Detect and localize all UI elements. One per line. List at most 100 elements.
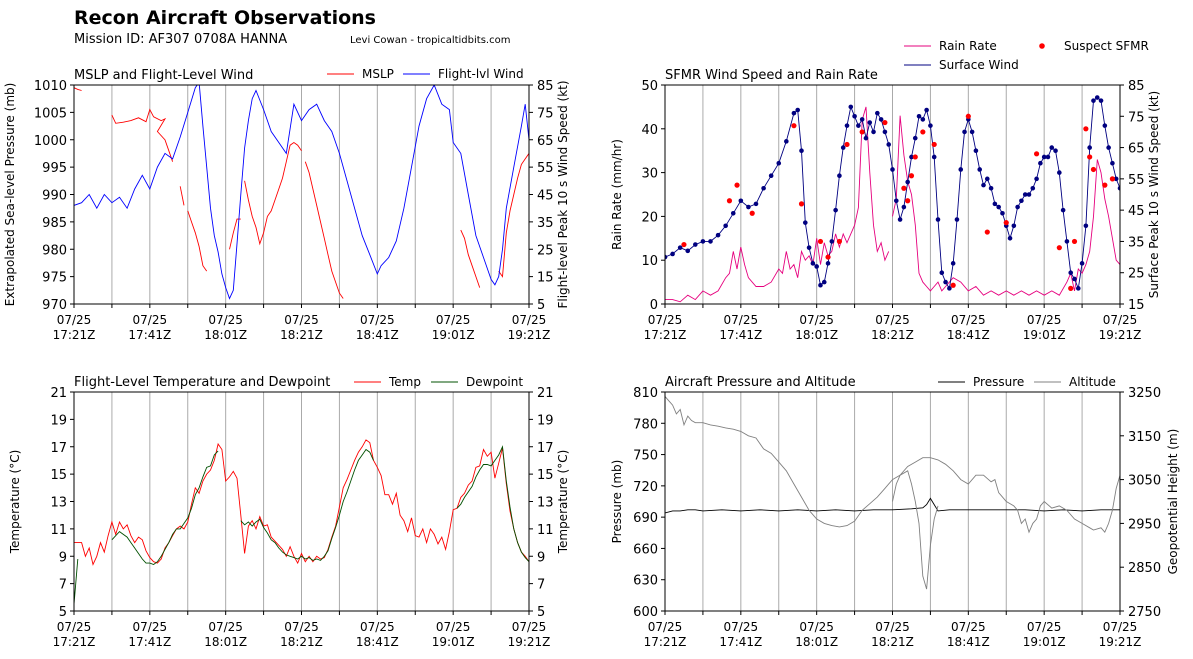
y2-axis-label: Surface Peak 10 s Wind Speed (kt) <box>1147 91 1161 298</box>
y2-tick-label: 15 <box>537 271 554 286</box>
y2-tick-label: 2750 <box>1128 605 1161 620</box>
x-tick-label-time: 19:21Z <box>508 328 551 342</box>
x-tick-label-time: 18:21Z <box>871 635 914 649</box>
y2-tick-label: 45 <box>1128 204 1145 219</box>
sfmr-point <box>840 145 846 150</box>
sfmr-point <box>992 201 998 207</box>
suspect-sfmr-point <box>836 238 843 245</box>
y-tick-label: 5 <box>59 605 67 620</box>
x-tick-label-date: 07/25 <box>875 620 910 634</box>
x-tick-label-date: 07/25 <box>951 313 986 327</box>
suspect-sfmr-point <box>1056 245 1062 251</box>
y2-tick-label: 13 <box>537 496 554 511</box>
suspect-sfmr-point <box>1003 220 1009 226</box>
sfmr-point <box>950 261 956 266</box>
y-tick-label: 13 <box>50 496 67 511</box>
sfmr-point <box>1106 145 1111 150</box>
sfmr-point <box>1113 176 1119 182</box>
x-tick-label-time: 19:21Z <box>1099 328 1142 342</box>
x-tick-label-time: 19:21Z <box>1099 635 1142 649</box>
x-tick-label-time: 17:21Z <box>644 328 687 342</box>
y2-tick-label: 5 <box>537 298 545 313</box>
y2-tick-label: 45 <box>537 189 554 204</box>
x-tick-label-date: 07/25 <box>648 620 683 634</box>
legend-pressure-label: Pressure <box>973 375 1024 389</box>
x-tick-label-time: 18:01Z <box>795 635 838 649</box>
sfmr-point <box>912 135 918 141</box>
suspect-sfmr-point <box>844 141 850 148</box>
y-tick-label: 985 <box>42 216 67 231</box>
sfmr-point <box>825 261 831 266</box>
suspect-sfmr-point <box>882 119 888 126</box>
sfmr-point <box>746 204 751 210</box>
mission-id: Mission ID: AF307 0708A HANNA <box>74 32 288 47</box>
sfmr-point <box>685 248 691 254</box>
sfmr-point <box>988 185 994 191</box>
x-tick-label-time: 19:01Z <box>432 635 475 649</box>
sfmr-point <box>761 185 766 191</box>
fl_wind-line <box>74 85 529 300</box>
y2-tick-label: 3050 <box>1128 474 1161 489</box>
suspect-sfmr-point <box>931 141 937 148</box>
sfmr-point <box>715 232 721 238</box>
x-tick-label-date: 07/25 <box>360 313 395 327</box>
y2-tick-label: 25 <box>537 243 554 258</box>
x-tick-label-date: 07/25 <box>1027 620 1062 634</box>
y-tick-label: 19 <box>50 413 67 428</box>
sfmr-point <box>886 142 892 147</box>
sfmr-point <box>1072 276 1077 282</box>
sfmr-point <box>723 223 728 229</box>
x-tick-label-time: 18:21Z <box>280 328 323 342</box>
x-tick-label-date: 07/25 <box>648 313 683 327</box>
sfmr-point <box>784 139 789 144</box>
x-tick-label-date: 07/25 <box>208 620 243 634</box>
altitude-line <box>665 396 1120 534</box>
suspect-sfmr-point <box>1068 285 1074 291</box>
sfmr-point <box>1064 239 1070 244</box>
x-tick-label-time: 18:01Z <box>204 635 247 649</box>
sfmr-point <box>837 173 842 179</box>
y2-tick-label: 35 <box>1128 235 1145 250</box>
sfmr-point <box>844 123 850 128</box>
x-tick-label-date: 07/25 <box>724 313 759 327</box>
y-tick-label: 1010 <box>34 79 67 94</box>
sfmr-point <box>916 113 922 119</box>
x-tick-label-time: 18:21Z <box>871 328 914 342</box>
y2-tick-label: 85 <box>1128 79 1145 94</box>
suspect-sfmr-point <box>791 123 797 129</box>
y-axis-label: Temperature (°C) <box>8 450 22 555</box>
sfmr-point <box>871 129 876 135</box>
legend-altitude-label: Altitude <box>1069 375 1116 389</box>
legend-rain-rate-label: Rain Rate <box>939 39 997 53</box>
sfmr-point <box>1022 192 1028 197</box>
y-axis-label: Pressure (mb) <box>610 460 624 544</box>
sfmr-point <box>962 129 967 135</box>
sfmr-point <box>814 264 819 269</box>
suspect-sfmr-point <box>950 282 956 288</box>
suspect-sfmr-point <box>1090 166 1097 173</box>
sfmr-point <box>931 154 937 160</box>
sfmr-point <box>753 201 759 207</box>
dewpoint-line <box>111 450 219 566</box>
y2-tick-label: 75 <box>1128 110 1145 125</box>
suspect-sfmr-point <box>1102 182 1108 188</box>
x-tick-label-date: 07/25 <box>724 620 759 634</box>
legend-suspect-sfmr-swatch <box>1039 43 1045 49</box>
sfmr-point <box>947 286 952 291</box>
y-tick-label: 720 <box>633 480 658 495</box>
sfmr-point <box>859 117 865 122</box>
chart-title: Aircraft Pressure and Altitude <box>665 375 856 390</box>
sfmr-point <box>1102 123 1108 128</box>
x-tick-label-date: 07/25 <box>875 313 910 327</box>
suspect-sfmr-point <box>908 173 915 179</box>
x-tick-label-date: 07/25 <box>208 313 243 327</box>
legend-surface-wind-label: Surface Wind <box>939 58 1019 72</box>
x-tick-label-date: 07/25 <box>799 620 834 634</box>
suspect-sfmr-point <box>984 229 990 235</box>
sfmr-point <box>897 217 903 222</box>
y-tick-label: 690 <box>633 511 658 526</box>
mslp-line <box>187 210 208 272</box>
suspect-sfmr-point <box>1071 238 1078 245</box>
y-tick-label: 630 <box>633 574 658 589</box>
y2-tick-label: 21 <box>537 386 554 401</box>
